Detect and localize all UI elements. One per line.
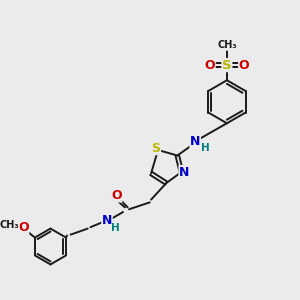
Text: N: N: [179, 166, 189, 178]
Text: H: H: [201, 143, 210, 153]
Text: S: S: [222, 58, 232, 72]
Text: O: O: [205, 58, 215, 72]
Text: N: N: [190, 135, 200, 148]
Text: O: O: [18, 221, 29, 234]
Text: CH₃: CH₃: [0, 220, 19, 230]
Text: CH₃: CH₃: [217, 40, 237, 50]
Text: H: H: [111, 223, 120, 233]
Text: S: S: [152, 142, 160, 154]
Text: O: O: [111, 189, 122, 202]
Text: O: O: [239, 58, 249, 72]
Text: N: N: [102, 214, 112, 227]
